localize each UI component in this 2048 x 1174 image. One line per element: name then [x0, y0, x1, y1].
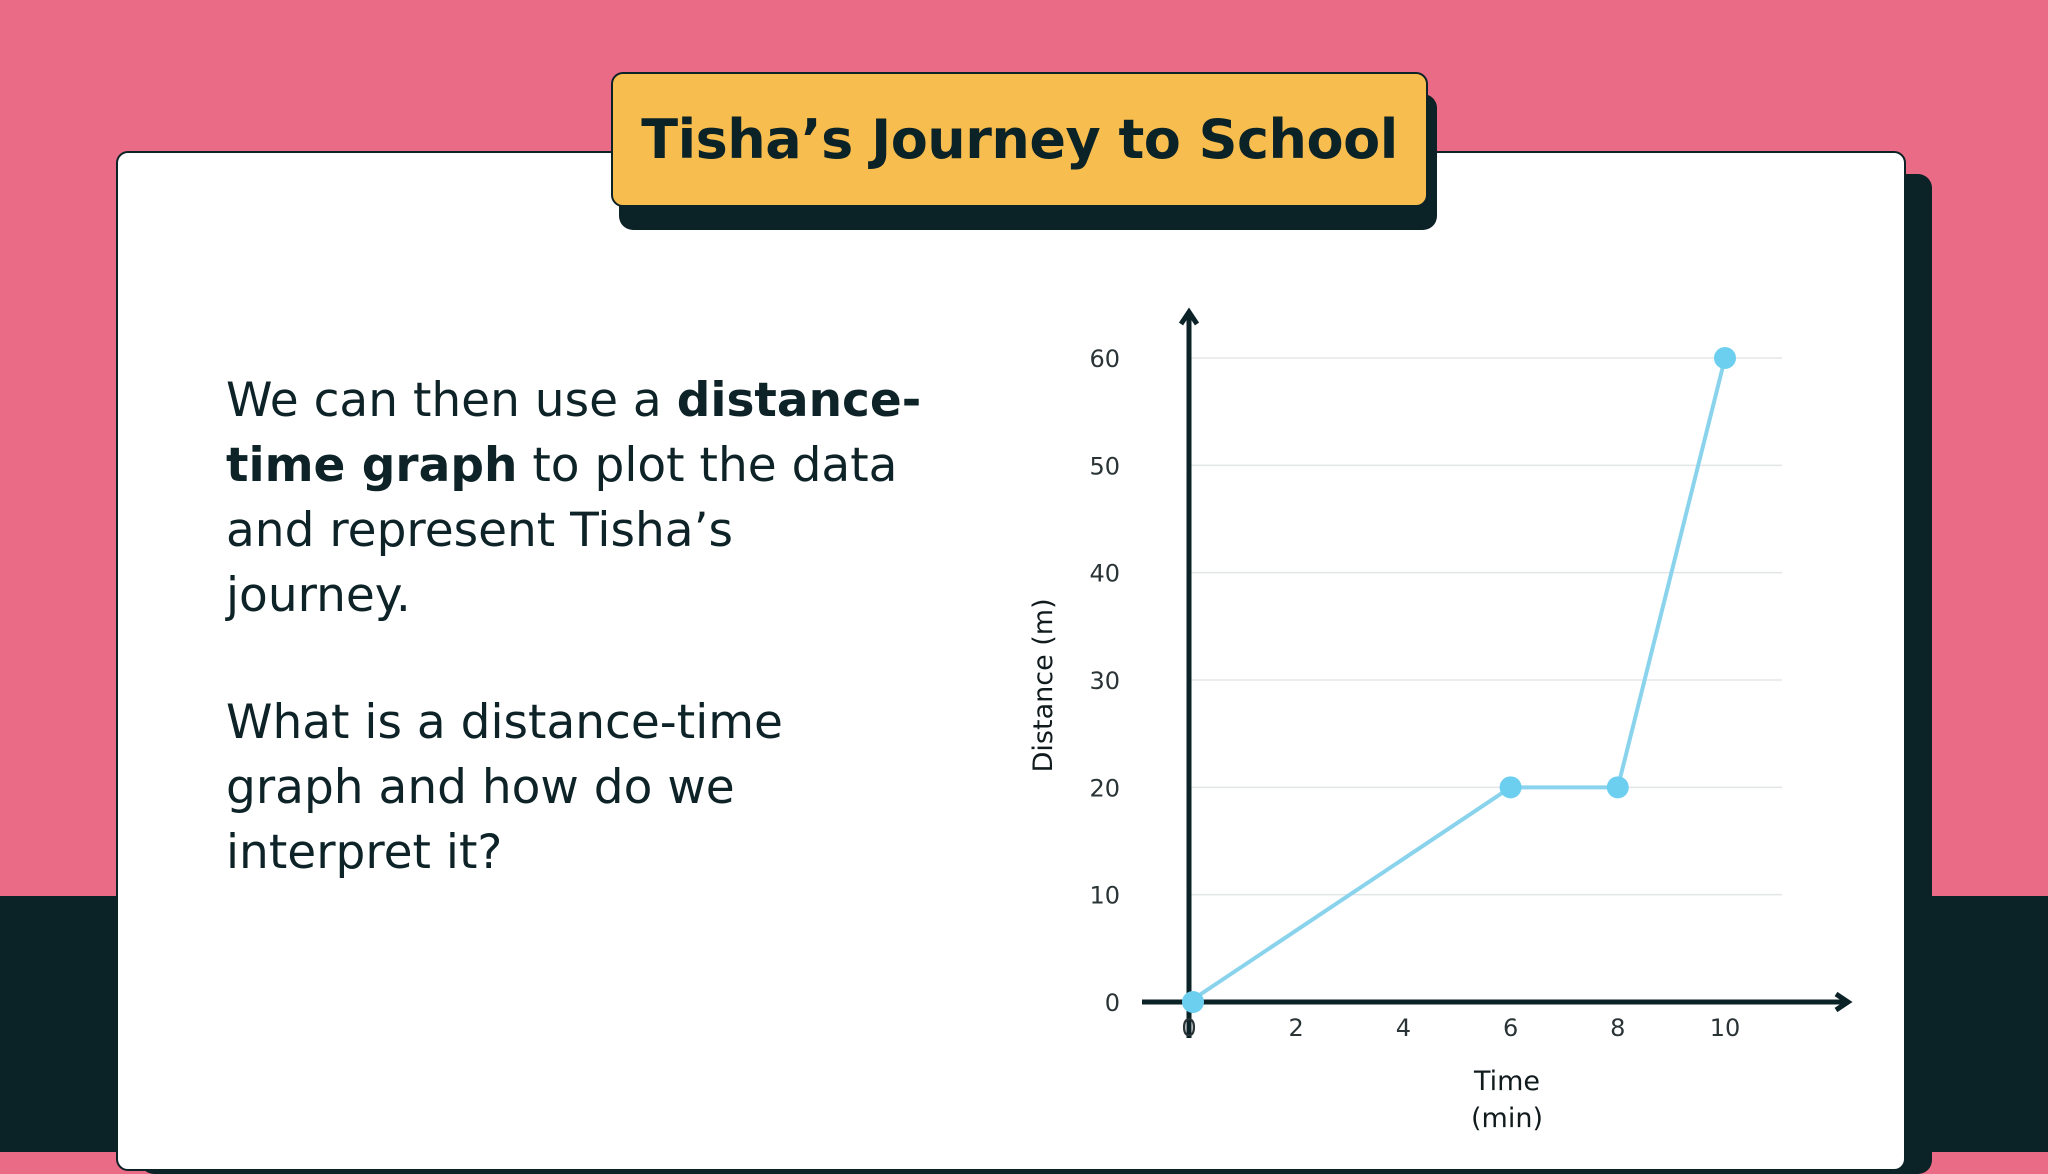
x-tick-label-0: 0 — [1181, 1014, 1196, 1042]
x-tick-label-4: 4 — [1396, 1014, 1411, 1042]
x-tick-label-6: 6 — [1503, 1014, 1518, 1042]
y-tick-label-10: 10 — [1089, 882, 1120, 910]
y-tick-label-20: 20 — [1089, 774, 1120, 802]
data-point-0-1 — [1499, 776, 1522, 799]
y-tick-label-0: 0 — [1105, 989, 1120, 1017]
x-axis-arrow — [1834, 991, 1853, 1013]
x-axis-title-line-0: Time — [1473, 1066, 1540, 1097]
y-tick-label-30: 30 — [1089, 667, 1120, 695]
page-title: Tisha’s Journey to School — [641, 108, 1398, 171]
intro-bold-term: distance-time graph — [226, 373, 922, 493]
intro-text-start: We can then use a — [226, 373, 677, 428]
data-point-0-3 — [1714, 347, 1736, 370]
intro-text-end: to plot the data and represent Tisha’s j… — [226, 438, 898, 623]
data-point-0-0 — [1182, 991, 1204, 1013]
x-axis-title-line-1: (min) — [1471, 1103, 1543, 1134]
y-axis-title: Distance (m) — [1028, 598, 1059, 772]
paragraph-intro: We can then use a distance-time graph to… — [226, 368, 926, 628]
title-banner: Tisha’s Journey to School — [611, 72, 1428, 207]
y-tick-label-50: 50 — [1089, 452, 1120, 480]
series-line-0 — [1187, 357, 1727, 1004]
y-axis-arrow — [1178, 307, 1200, 326]
x-tick-label-2: 2 — [1289, 1014, 1304, 1042]
x-tick-label-8: 8 — [1610, 1014, 1625, 1042]
paragraph-question: What is a distance-time graph and how do… — [226, 695, 783, 880]
y-tick-label-40: 40 — [1089, 560, 1120, 588]
y-tick-label-60: 60 — [1089, 345, 1120, 373]
body-text: We can then use a distance-time graph to… — [226, 368, 926, 885]
data-point-0-2 — [1606, 776, 1629, 799]
x-tick-label-10: 10 — [1710, 1014, 1741, 1042]
distance-time-chart: 0 10 20 30 40 50 60 0 2 4 6 8 10 Distance (m) Time (min… — [1028, 307, 1853, 1134]
